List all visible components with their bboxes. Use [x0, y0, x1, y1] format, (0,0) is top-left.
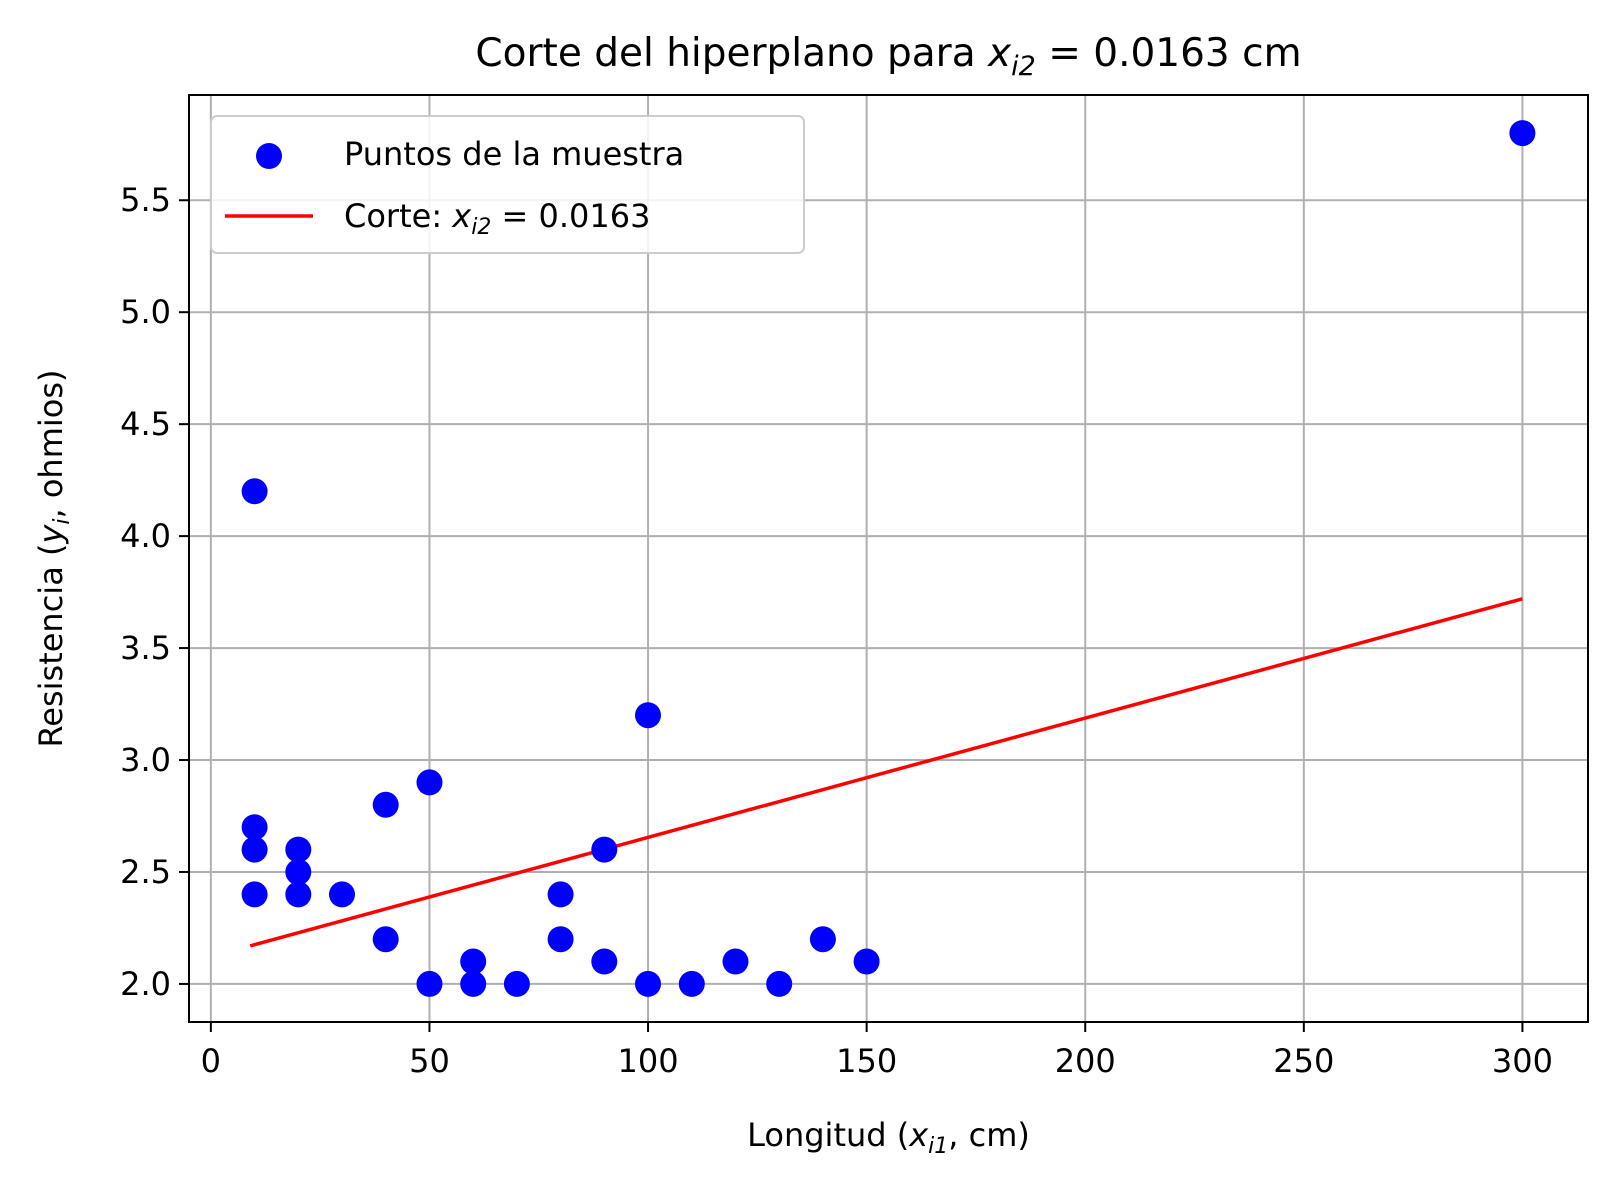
y-tick-label: 4.5 — [120, 405, 171, 443]
sample-point — [241, 836, 268, 863]
sample-point — [853, 948, 880, 975]
x-axis: 0 50 100 150 200 250 300 — [201, 1022, 1553, 1080]
sample-point — [372, 791, 399, 818]
regression-cut-line — [249, 597, 1523, 948]
plot-area-frame — [188, 94, 1589, 1023]
x-tick-label: 0 — [201, 1042, 221, 1080]
sample-point — [460, 970, 487, 997]
chart-title: Corte del hiperplano para xi2 = 0.0163 c… — [475, 31, 1301, 82]
sample-point — [635, 702, 661, 729]
y-axis: 2.0 2.5 3.0 3.5 4.0 4.5 5.0 5.5 — [120, 181, 189, 1003]
x-tick-label: 100 — [618, 1042, 679, 1080]
legend-entry-label: Puntos de la muestra — [344, 135, 684, 173]
sample-point — [416, 769, 443, 796]
sample-point — [372, 926, 399, 953]
sample-point — [678, 970, 705, 997]
sample-point — [329, 881, 355, 908]
sample-point — [285, 836, 312, 863]
y-axis-label: Resistencia (yi, ohmios) — [32, 369, 75, 747]
sample-point — [1509, 120, 1536, 147]
y-tick-label: 5.5 — [120, 181, 171, 219]
sample-point — [766, 970, 793, 997]
y-tick-label: 2.0 — [120, 965, 171, 1003]
x-tick-label: 250 — [1273, 1042, 1334, 1080]
y-tick-label: 4.0 — [120, 517, 171, 555]
sample-point — [722, 948, 749, 975]
legend-marker-scatter — [256, 143, 282, 169]
x-tick-label: 150 — [836, 1042, 897, 1080]
sample-point — [547, 926, 574, 953]
sample-point — [285, 881, 312, 908]
sample-point — [547, 881, 574, 908]
sample-point — [241, 814, 268, 841]
legend: Puntos de la muestra Corte: xi2 = 0.0163 — [210, 115, 805, 254]
sample-point — [416, 970, 443, 997]
x-tick-label: 200 — [1055, 1042, 1116, 1080]
legend-box — [210, 115, 805, 254]
y-tick-label: 5.0 — [120, 293, 171, 331]
plot-series — [241, 120, 1536, 997]
sample-point — [591, 836, 618, 863]
x-tick-label: 300 — [1492, 1042, 1553, 1080]
legend-entry-label: Corte: xi2 = 0.0163 — [344, 197, 650, 240]
sample-point — [241, 478, 268, 505]
sample-point — [503, 970, 530, 997]
sample-point — [635, 970, 661, 997]
sample-point — [809, 926, 836, 953]
x-tick-label: 50 — [409, 1042, 450, 1080]
y-tick-label: 2.5 — [120, 853, 171, 891]
sample-point — [591, 948, 618, 975]
y-tick-label: 3.0 — [120, 741, 171, 779]
x-axis-label: Longitud (xi1, cm) — [747, 1116, 1030, 1159]
sample-point — [285, 859, 312, 885]
sample-point — [241, 881, 268, 908]
y-tick-label: 3.5 — [120, 629, 171, 667]
sample-point — [460, 948, 487, 975]
